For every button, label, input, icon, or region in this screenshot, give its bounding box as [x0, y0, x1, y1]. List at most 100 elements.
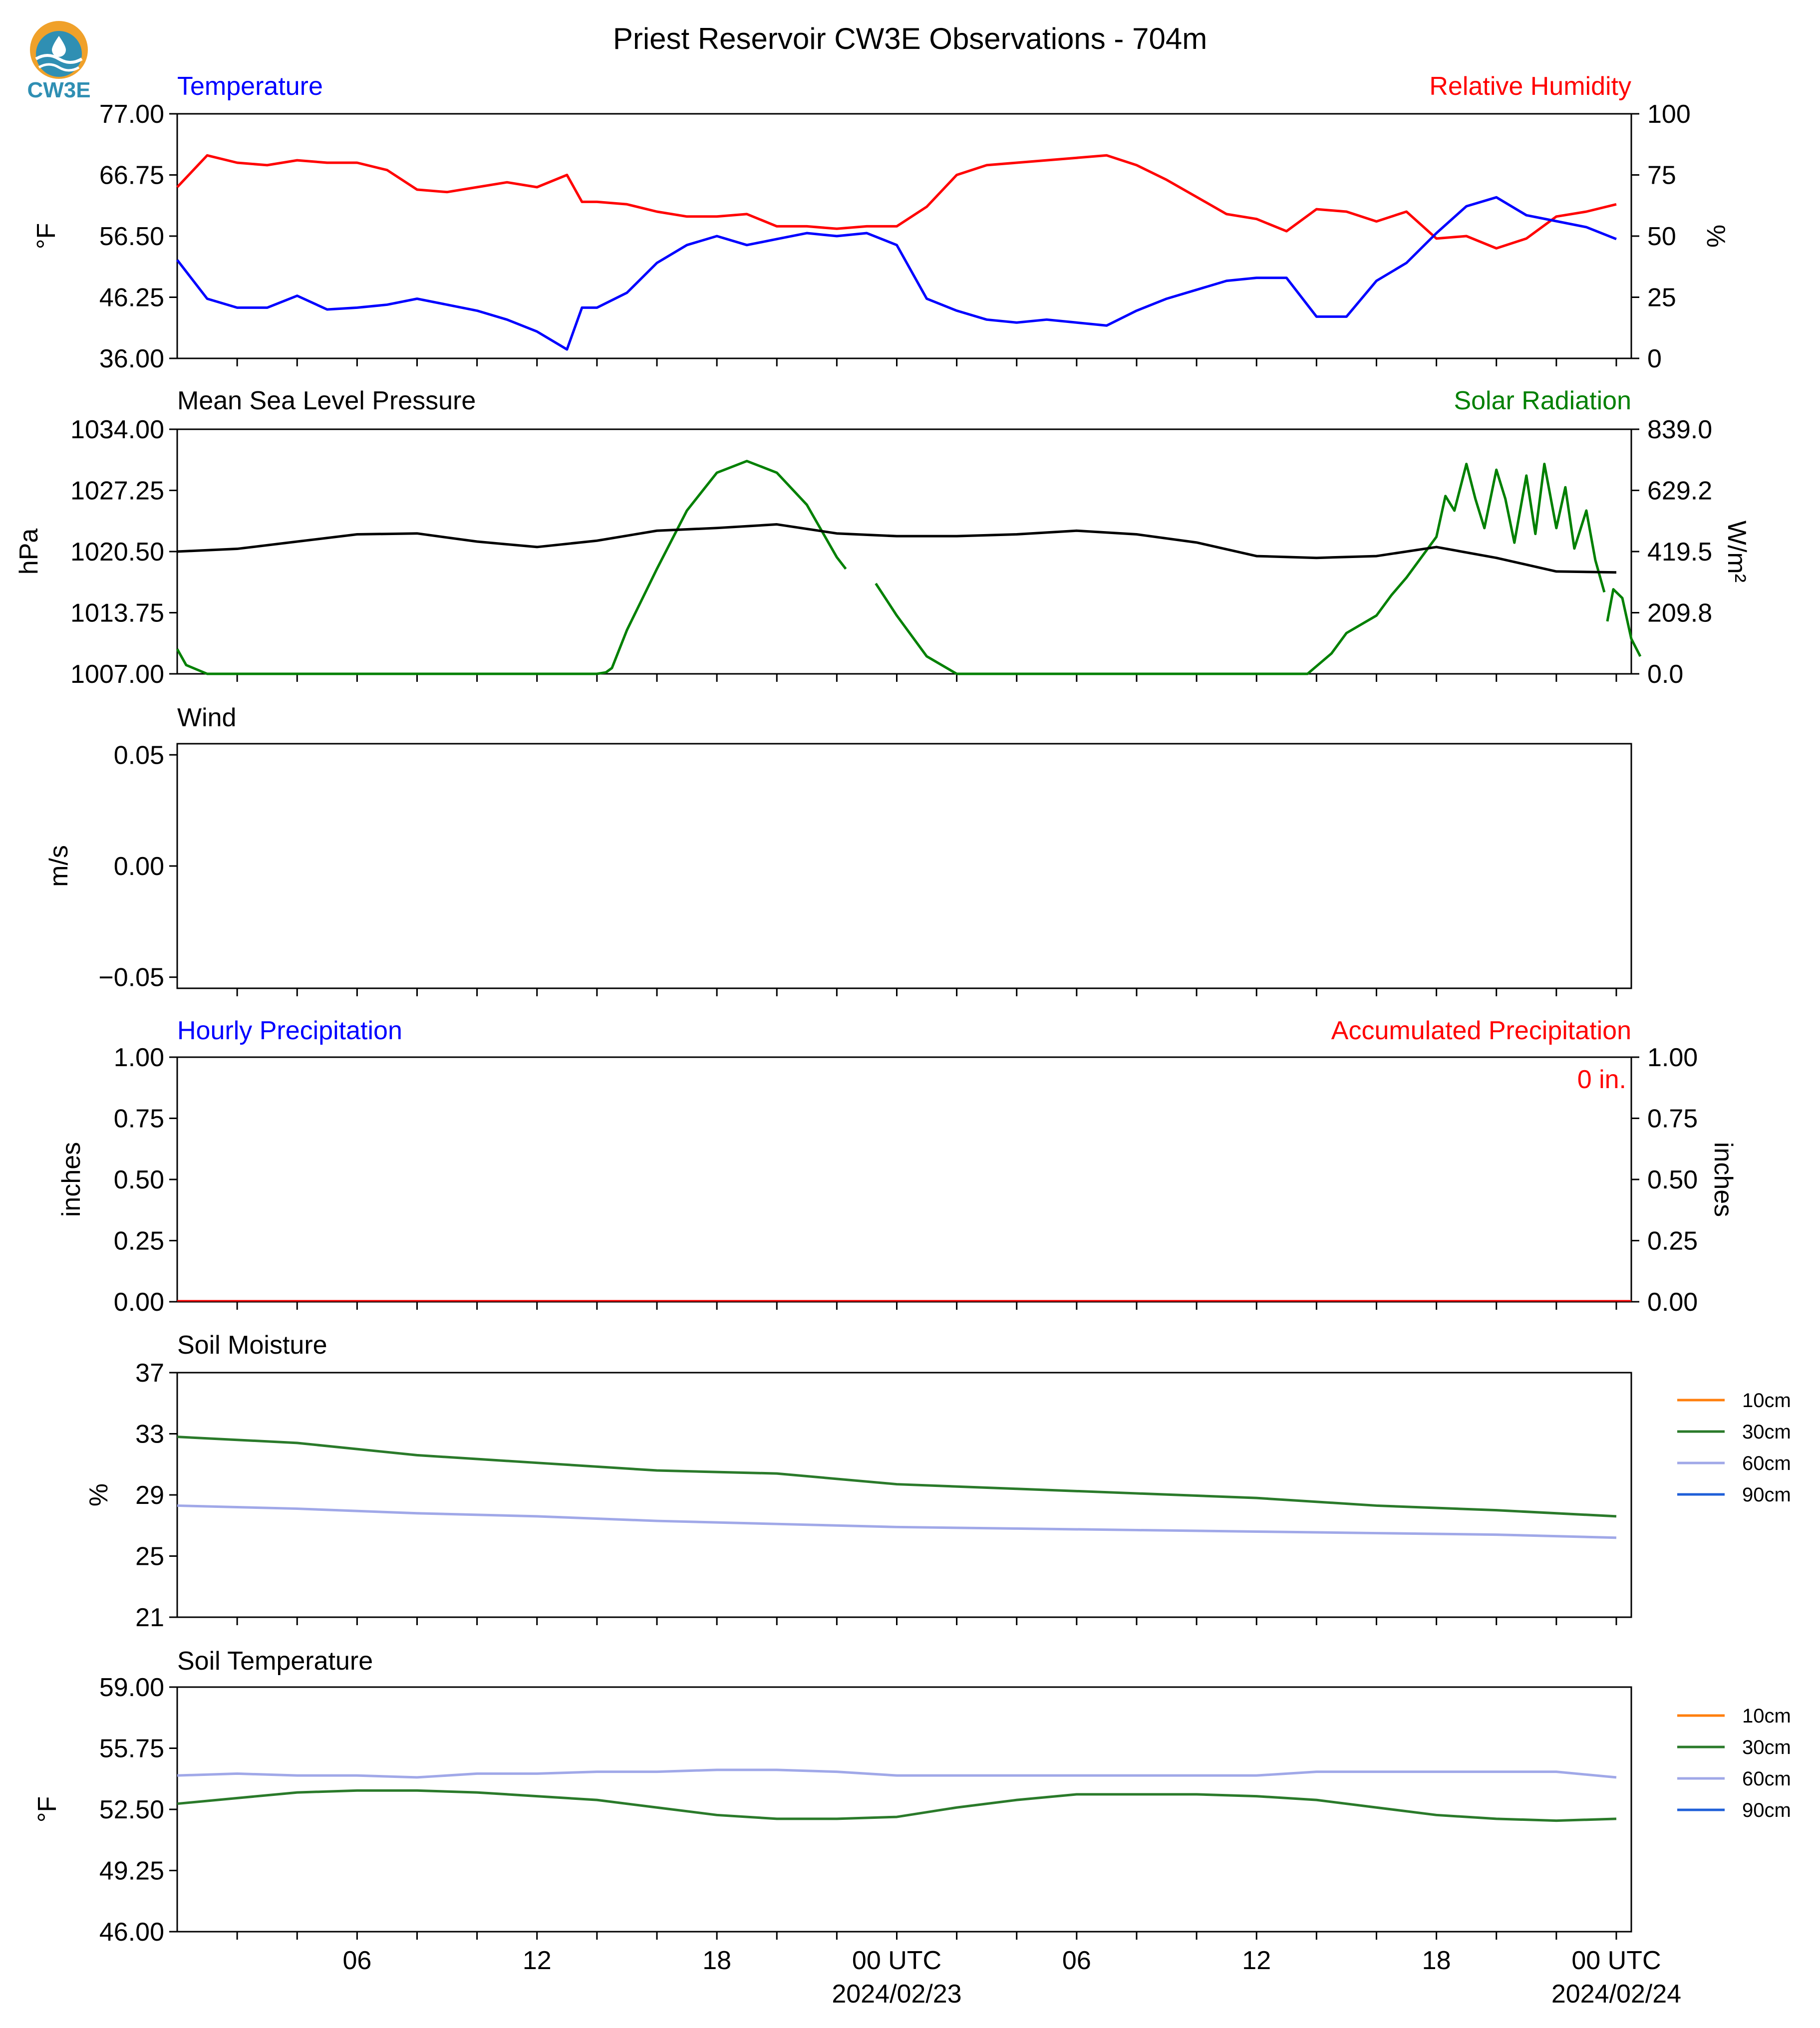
- soil-temperature-30cm-line: [177, 1789, 1617, 1822]
- soil-temperature-60cm-line: [177, 1768, 1617, 1779]
- panel-title-pressure: Mean Sea Level Pressure: [177, 386, 476, 415]
- y-tick-label: 21: [135, 1603, 164, 1632]
- y-tick-label-right: 0.25: [1647, 1227, 1698, 1256]
- y-tick-label: 1007.00: [70, 660, 164, 689]
- y-tick-label-right: 209.8: [1647, 599, 1712, 628]
- legend-label: 60cm: [1742, 1768, 1791, 1790]
- y-tick-label-right: 1.00: [1647, 1043, 1698, 1072]
- y-tick-label: 29: [135, 1481, 164, 1510]
- pressure-line: [177, 523, 1617, 574]
- panel-frame: [176, 113, 1632, 359]
- logo-text: CW3E: [27, 78, 90, 102]
- y-tick-label: 1013.75: [70, 599, 164, 628]
- y-tick-label-right: 419.5: [1647, 538, 1712, 567]
- panel-title-soil-temperature: Soil Temperature: [177, 1647, 373, 1676]
- temperature-line: [176, 196, 1617, 351]
- y-tick-label-right: 0: [1647, 344, 1662, 373]
- y-tick-label: 0.05: [114, 741, 164, 770]
- solar-line: [875, 462, 1606, 675]
- y-tick-label: 56.50: [99, 222, 164, 251]
- y-tick-label: 55.75: [99, 1735, 164, 1763]
- y-axis-label: %: [84, 1483, 113, 1506]
- y-tick-label-right: 0.00: [1647, 1288, 1698, 1317]
- y-tick-label: 1.00: [114, 1043, 164, 1072]
- y-axis-label: m/s: [44, 845, 73, 887]
- y-axis-label: inches: [57, 1142, 86, 1217]
- y-tick-label: 1020.50: [70, 538, 164, 567]
- y-tick-label-right: 629.2: [1647, 477, 1712, 506]
- x-tick-label: 18: [1422, 1946, 1451, 1975]
- y-axis-label: hPa: [14, 529, 43, 575]
- figure-title: Priest Reservoir CW3E Observations - 704…: [613, 22, 1207, 55]
- legend-label: 30cm: [1742, 1421, 1791, 1443]
- y-tick-label: 46.00: [99, 1918, 164, 1947]
- soil-moisture-30cm-line: [177, 1436, 1617, 1518]
- y-tick-label-right: 100: [1647, 100, 1691, 129]
- cw3e-logo: CW3E: [27, 21, 91, 102]
- panel-title-soil-moisture: Soil Moisture: [177, 1331, 327, 1360]
- x-tick-label: 12: [523, 1946, 552, 1975]
- panel-title-humidity: Relative Humidity: [1429, 72, 1631, 101]
- y-tick-label: 0.25: [114, 1227, 164, 1256]
- y-axis-label: °F: [33, 1796, 62, 1823]
- panel-title-hourly-precip: Hourly Precipitation: [177, 1016, 402, 1045]
- y-axis-label-right: %: [1701, 225, 1730, 248]
- y-tick-label: 1034.00: [70, 415, 164, 444]
- y-tick-label-right: 75: [1647, 161, 1676, 190]
- panel-frame: [176, 1372, 1632, 1618]
- y-tick-label: 52.50: [99, 1795, 164, 1824]
- y-tick-label: 77.00: [99, 100, 164, 129]
- legend-label: 60cm: [1742, 1452, 1791, 1474]
- accumulated-total-label: 0 in.: [1577, 1065, 1626, 1094]
- y-axis-label-right: inches: [1709, 1142, 1738, 1217]
- panel-title-solar: Solar Radiation: [1454, 386, 1631, 415]
- y-tick-label-right: 0.75: [1647, 1105, 1698, 1134]
- y-tick-label: 36.00: [99, 344, 164, 373]
- x-tick-label: 18: [702, 1946, 731, 1975]
- y-tick-label: 59.00: [99, 1673, 164, 1702]
- y-tick-label: −0.05: [98, 963, 164, 992]
- y-tick-label-right: 25: [1647, 284, 1676, 312]
- y-tick-label: 0.00: [114, 852, 164, 881]
- y-tick-label-right: 0.50: [1647, 1165, 1698, 1194]
- y-tick-label: 37: [135, 1359, 164, 1388]
- x-tick-label: 06: [342, 1946, 371, 1975]
- x-date-label: 2024/02/23: [832, 1980, 961, 2009]
- legend-label: 90cm: [1742, 1484, 1791, 1506]
- panel-frame: [176, 743, 1632, 989]
- logo-wave-icon: [35, 54, 83, 64]
- y-tick-label: 49.25: [99, 1857, 164, 1886]
- y-tick-label: 25: [135, 1542, 164, 1571]
- x-tick-label: 12: [1242, 1946, 1271, 1975]
- x-tick-label: 00 UTC: [852, 1946, 941, 1975]
- y-axis-label-right: W/m²: [1722, 521, 1751, 582]
- y-tick-label-right: 0.0: [1647, 660, 1683, 689]
- x-date-label: 2024/02/24: [1551, 1980, 1681, 2009]
- panel-title-temperature: Temperature: [177, 72, 323, 101]
- panel-title-wind: Wind: [177, 703, 236, 732]
- panel-title-accum-precip: Accumulated Precipitation: [1331, 1016, 1631, 1045]
- y-tick-label: 0.75: [114, 1105, 164, 1134]
- y-tick-label: 46.25: [99, 284, 164, 312]
- panel-frame: [176, 1686, 1632, 1933]
- y-tick-label: 33: [135, 1420, 164, 1449]
- solar-line: [1606, 588, 1642, 657]
- y-axis-label: °F: [32, 223, 61, 250]
- x-tick-label: 00 UTC: [1571, 1946, 1661, 1975]
- y-tick-label: 66.75: [99, 161, 164, 190]
- legend-label: 10cm: [1742, 1705, 1791, 1727]
- logo-drop-icon: [52, 36, 66, 57]
- logo-wave-icon: [38, 63, 80, 72]
- humidity-line: [176, 154, 1617, 250]
- y-tick-label-right: 839.0: [1647, 415, 1712, 444]
- legend-label: 30cm: [1742, 1737, 1791, 1758]
- x-tick-label: 06: [1062, 1946, 1091, 1975]
- solar-line: [176, 460, 847, 675]
- y-tick-label: 0.50: [114, 1165, 164, 1194]
- soil-moisture-60cm-line: [177, 1504, 1617, 1539]
- legend-label: 90cm: [1742, 1799, 1791, 1821]
- y-tick-label-right: 50: [1647, 222, 1676, 251]
- panel-frame: [176, 1056, 1632, 1303]
- y-tick-label: 1027.25: [70, 477, 164, 506]
